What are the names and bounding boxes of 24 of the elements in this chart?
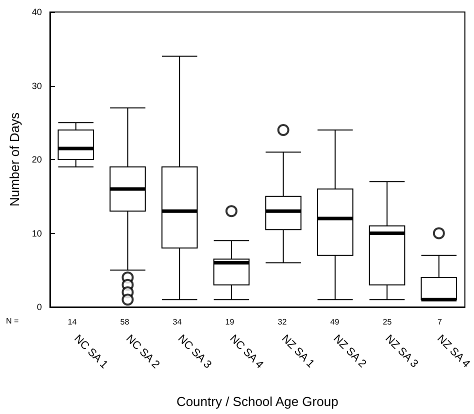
y-tick-label: 0: [36, 302, 42, 312]
text: 58: [120, 318, 130, 326]
x-tick-label: NC SA 3: [175, 332, 214, 372]
x-tick-label: NZ SA 4: [434, 332, 472, 370]
text: 7: [438, 318, 443, 326]
x-tick-label: NC SA 1: [72, 332, 110, 372]
text: 34: [172, 318, 182, 326]
x-axis-title: Country / School Age Group: [176, 394, 338, 409]
y-axis-title: Number of Days: [7, 112, 22, 206]
text: 49: [330, 318, 340, 326]
x-tick-label: NZ SA 2: [330, 332, 368, 370]
x-tick-label: NZ SA 1: [279, 332, 316, 370]
y-tick-label: 20: [32, 154, 42, 164]
y-tick-label: 40: [32, 7, 42, 17]
text: N =: [6, 316, 19, 326]
x-tick-label: NC SA 2: [123, 332, 162, 372]
text: 32: [278, 318, 288, 326]
text: 25: [382, 318, 392, 326]
y-tick-label: 30: [32, 80, 42, 91]
text: 14: [68, 318, 78, 326]
text: 19: [225, 318, 235, 326]
y-tick-label: 10: [32, 228, 42, 238]
x-tick-label: NC SA 4: [227, 332, 266, 372]
x-tick-label: NZ SA 3: [382, 332, 420, 370]
